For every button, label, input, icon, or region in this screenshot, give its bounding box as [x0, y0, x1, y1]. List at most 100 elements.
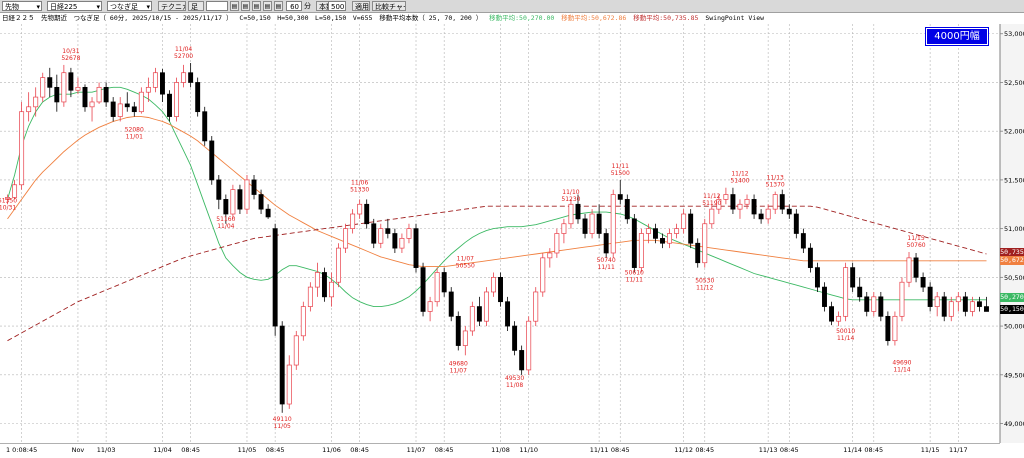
- candle-body: [230, 189, 236, 215]
- candle: [540, 252, 546, 297]
- candle: [350, 209, 356, 234]
- y-tick-label: 52,000: [1004, 128, 1024, 136]
- swing-annotation-label: 51350: [0, 198, 17, 205]
- candle-body: [321, 272, 327, 298]
- candle-body: [814, 267, 820, 288]
- swing-annotation-label: 11/12: [731, 171, 748, 178]
- candle-body: [385, 228, 391, 234]
- candle-body: [765, 208, 771, 220]
- candle-body: [864, 296, 870, 312]
- candle-body: [899, 281, 905, 317]
- candle-body: [82, 86, 88, 108]
- candle: [145, 77, 151, 102]
- period-tick-icon[interactable]: ▤: [274, 1, 283, 11]
- candle: [561, 218, 567, 244]
- candle: [300, 301, 306, 341]
- candle-body: [716, 199, 722, 210]
- instrument-select[interactable]: 先物: [2, 1, 42, 11]
- candle: [131, 101, 137, 117]
- candle: [329, 272, 334, 307]
- candle: [441, 267, 447, 297]
- swing-annotation-label: 51230: [561, 196, 580, 203]
- candle: [899, 277, 905, 322]
- swing-annotation-label: 11/07: [457, 255, 474, 262]
- swing-annotation-label: 50610: [625, 270, 644, 277]
- candle: [568, 199, 574, 229]
- swing-annotation-label: 52080: [125, 126, 144, 133]
- candle: [272, 223, 278, 336]
- indicator-button[interactable]: テクニカル: [158, 1, 186, 11]
- candle-body: [441, 272, 447, 293]
- swing-annotation-label: 11/12: [696, 284, 713, 291]
- candle-body: [885, 315, 891, 342]
- swing-annotation-label: 49680: [449, 360, 468, 367]
- candle-body: [688, 213, 694, 244]
- candle-body: [244, 179, 250, 210]
- candle-body: [850, 267, 856, 288]
- candle-body: [955, 296, 961, 303]
- candle: [948, 296, 954, 322]
- contract-select[interactable]: つなぎ足: [107, 1, 152, 11]
- candle-body: [617, 194, 623, 200]
- candle-body: [279, 325, 285, 405]
- candle: [589, 209, 595, 239]
- count-field[interactable]: 500: [328, 1, 346, 11]
- range-badge: 4000円幅: [925, 27, 989, 46]
- time-axis-bar: [0, 443, 1000, 458]
- period-month-icon[interactable]: ▤: [252, 1, 261, 11]
- candle-body: [286, 364, 292, 405]
- candle-body: [293, 335, 299, 366]
- candle-body: [871, 296, 877, 312]
- candle-body: [568, 203, 574, 225]
- candle-body: [631, 218, 637, 268]
- candle: [343, 223, 349, 253]
- candle-body: [807, 247, 813, 268]
- candle: [385, 218, 391, 239]
- symbol-select[interactable]: 日経225: [47, 1, 102, 11]
- candle: [758, 209, 764, 224]
- candle-body: [174, 82, 180, 117]
- candle-body: [645, 228, 651, 234]
- candle-body: [216, 179, 222, 200]
- candle: [89, 97, 95, 122]
- candle-body: [188, 72, 194, 83]
- period-day-icon[interactable]: ▤: [230, 1, 239, 11]
- chart-type-button[interactable]: 足: [188, 1, 204, 11]
- candle-body: [674, 228, 680, 234]
- period-minute-icon[interactable]: ▤: [263, 1, 272, 11]
- ma2-price-tag: 50,672: [1000, 256, 1024, 265]
- compare-chart-button[interactable]: 比較チャート: [372, 1, 406, 11]
- candle: [596, 204, 602, 239]
- candle-body: [19, 111, 25, 186]
- blank-field[interactable]: [206, 1, 228, 11]
- candle-body: [160, 72, 165, 95]
- candle-body: [40, 77, 46, 98]
- apply-button[interactable]: 適用: [352, 1, 370, 11]
- candle-body: [329, 281, 334, 298]
- candle: [33, 87, 39, 117]
- candle: [765, 204, 771, 224]
- candle-body: [145, 86, 151, 93]
- period-week-icon[interactable]: ▤: [241, 1, 250, 11]
- candle-body: [533, 291, 539, 322]
- candle-body: [117, 103, 123, 117]
- candle: [779, 189, 785, 215]
- candle: [321, 267, 327, 302]
- candle: [927, 282, 933, 312]
- candle-body: [350, 213, 356, 229]
- candle-body: [343, 228, 349, 249]
- candle: [913, 252, 919, 283]
- candle: [984, 296, 989, 312]
- swing-annotation-label: 49110: [273, 416, 292, 423]
- candle-body: [209, 140, 215, 181]
- candle-body: [596, 213, 602, 234]
- interval-field[interactable]: 60: [286, 1, 302, 11]
- candle-body: [892, 315, 898, 342]
- swing-annotation-label: 10/31: [62, 48, 79, 55]
- swing-annotation-label: 51160: [216, 216, 235, 223]
